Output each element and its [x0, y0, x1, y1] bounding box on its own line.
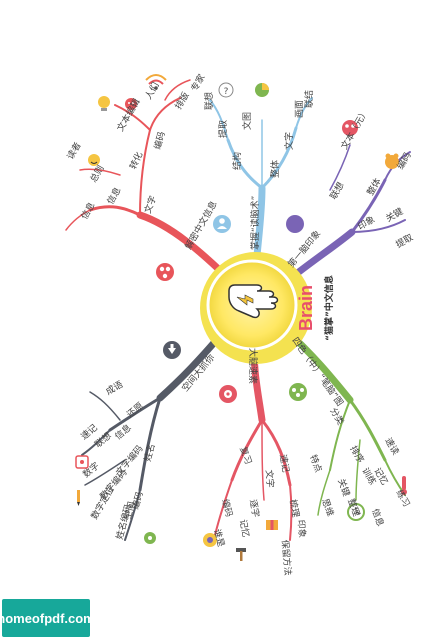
thermometer-icon	[401, 476, 407, 495]
branch-b5-twigs	[214, 418, 293, 541]
word-b5-5: 文字	[263, 469, 277, 488]
pie-icon	[255, 83, 269, 97]
tag-icon	[144, 532, 156, 544]
word-b4-8: 特点	[307, 453, 324, 474]
people-icon	[156, 263, 174, 281]
word-b4-1: 排序	[347, 444, 366, 466]
center-subtitle: “猫掌”中文信息	[323, 275, 335, 341]
download-icon	[163, 341, 181, 359]
word-b4-9: 速读	[382, 436, 401, 458]
bear-icon	[385, 153, 399, 169]
word-b6-3: 姓名	[141, 442, 157, 463]
word-b2-2: 联想	[203, 92, 215, 110]
word-b6-8: 成语	[104, 378, 126, 397]
word-b2-4: 画面	[294, 100, 305, 118]
word-b2-0: 结构	[231, 152, 243, 170]
svg-text:?: ?	[224, 87, 229, 97]
watermark-label: homeofpdf.com	[0, 599, 95, 637]
word-b1-6: 信息	[78, 200, 97, 222]
branch-b5-label: 大脑速素	[247, 348, 259, 384]
character-icon	[342, 120, 358, 136]
word-b4-4: 思维	[319, 497, 336, 518]
word-b4-10: 信息	[369, 507, 386, 528]
word-b1-10: 读者	[64, 140, 83, 162]
gift-icon	[266, 520, 278, 530]
branch-b2-twigs	[209, 97, 313, 190]
branch-b2-label: 掌握“读脑术”	[249, 196, 261, 250]
group-icon	[289, 383, 307, 401]
word-b5-2: 谁是	[211, 528, 226, 548]
lightbulb-icon	[98, 96, 110, 111]
word-b5-4: 梳理	[287, 498, 302, 518]
word-b1-1: 信息	[104, 185, 123, 207]
glove-icon	[228, 284, 279, 319]
hammer-icon	[236, 548, 246, 561]
target-icon	[219, 385, 237, 403]
user-icon	[213, 215, 231, 233]
pencil-icon	[77, 490, 80, 506]
word-b5-3: 速记	[277, 454, 291, 474]
calendar-icon	[75, 455, 89, 469]
word-b5-7: 保留方法	[279, 539, 294, 576]
word-b4-3: 关键	[335, 477, 352, 498]
word-b2-7: 联结	[303, 90, 315, 108]
smile-icon	[88, 154, 100, 166]
word-b6-9: 文字编码	[113, 443, 145, 478]
center-logo-text: Brain	[296, 285, 316, 331]
branch-b6-twigs	[81, 391, 162, 541]
word-b5-6: 记忆	[237, 518, 252, 538]
word-b1-5: 总则	[87, 163, 106, 185]
word-b2-5: 文图	[241, 112, 253, 130]
center-node: Brain “猫掌”中文信息	[200, 252, 335, 364]
word-b2-3: 文字	[283, 132, 295, 150]
clock-icon	[347, 503, 365, 521]
word-b1-2: 编码	[151, 130, 167, 151]
word-b3-1: 整体	[364, 176, 383, 198]
word-b4-5: 练习	[393, 488, 412, 510]
branch-b1-twigs	[65, 79, 191, 231]
word-b1-9: 专家	[188, 72, 207, 94]
badge-icon	[203, 533, 217, 547]
face-icon	[125, 98, 137, 110]
word-b3-6: 提取	[394, 232, 415, 251]
word-b1-0: 文字	[142, 194, 159, 215]
compass-icon	[286, 215, 304, 233]
word-b1-8: 人们	[142, 80, 161, 102]
wifi-icon	[145, 74, 167, 90]
word-b2-6: 整体	[269, 160, 281, 178]
word-b5-9: 印象	[295, 519, 309, 538]
word-b2-1: 提取	[218, 120, 229, 138]
question-icon: ?	[218, 82, 234, 98]
word-b5-8: 逐字	[247, 498, 262, 518]
